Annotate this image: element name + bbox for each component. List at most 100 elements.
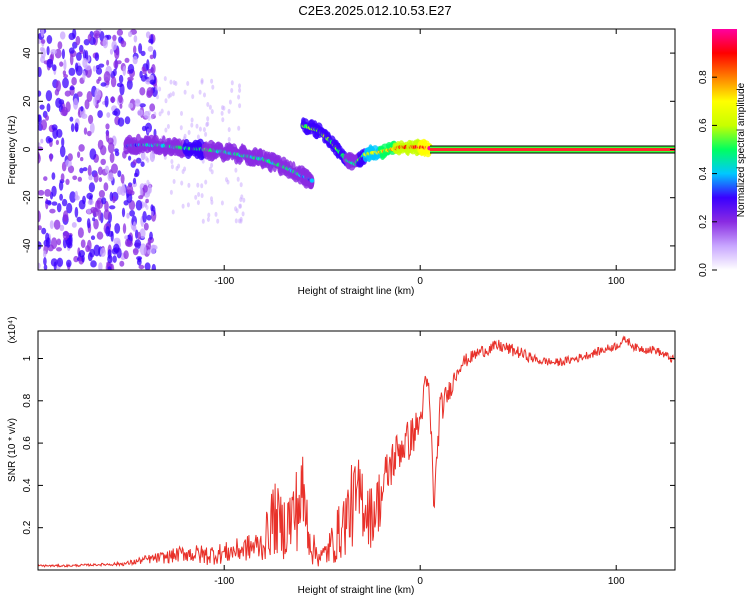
noise-blob xyxy=(151,64,156,74)
noise-blob xyxy=(92,217,96,222)
noise-blob xyxy=(142,68,147,75)
snr-ticks: -100 0 100 0.2 0.4 0.6 0.8 1 xyxy=(22,331,675,587)
noise-blob xyxy=(128,102,134,109)
noise-blob xyxy=(126,192,133,203)
noise-blob xyxy=(118,74,124,84)
noise-blob xyxy=(242,197,246,203)
noise-blob xyxy=(62,70,67,76)
noise-blob xyxy=(82,70,86,81)
noise-blob xyxy=(59,31,66,40)
noise-blob xyxy=(71,222,77,228)
noise-blob xyxy=(206,121,210,127)
noise-blob xyxy=(98,262,103,270)
colorbar-tick-label: 0.6 xyxy=(698,118,709,132)
noise-blob xyxy=(51,201,58,206)
noise-blob xyxy=(222,105,226,111)
noise-blob xyxy=(181,169,185,175)
noise-blob xyxy=(133,45,137,54)
noise-blob xyxy=(121,181,125,193)
noise-blob xyxy=(78,199,86,210)
noise-blob xyxy=(227,127,231,133)
noise-blob xyxy=(74,62,79,72)
noise-blob xyxy=(43,264,48,270)
noise-blob xyxy=(235,208,239,214)
noise-blob xyxy=(124,235,129,240)
noise-blob xyxy=(142,211,147,223)
x-tick-label: 0 xyxy=(417,276,423,287)
noise-blob xyxy=(62,230,70,241)
noise-blob xyxy=(121,207,126,218)
noise-blob xyxy=(109,191,114,202)
y-tick-label: 0 xyxy=(22,146,33,152)
noise-blob xyxy=(73,98,79,110)
noise-blob xyxy=(140,161,145,167)
noise-blob xyxy=(46,103,51,113)
noise-blob xyxy=(106,112,111,118)
colorbar-gradient xyxy=(712,29,737,270)
noise-blob xyxy=(98,76,102,82)
noise-blob xyxy=(171,209,175,215)
noise-blob xyxy=(94,88,101,101)
noise-blob xyxy=(206,217,210,222)
noise-blob xyxy=(237,125,241,131)
noise-blob xyxy=(124,57,130,63)
noise-blob xyxy=(228,99,232,105)
noise-blob xyxy=(149,103,156,112)
chart-title: C2E3.2025.012.10.53.E27 xyxy=(298,3,452,18)
noise-blob xyxy=(46,58,54,68)
noise-blob xyxy=(79,167,84,174)
noise-blob xyxy=(140,151,146,161)
noise-blob xyxy=(170,159,174,165)
y-tick-label: 20 xyxy=(22,95,33,107)
noise-blob xyxy=(99,31,105,42)
noise-blob xyxy=(38,66,42,78)
noise-blob xyxy=(75,35,81,46)
noise-blob xyxy=(77,151,81,158)
noise-blob xyxy=(38,262,41,269)
noise-blob xyxy=(72,175,78,181)
noise-blob xyxy=(127,76,134,82)
snr-y-multiplier: (x10⁴) xyxy=(7,316,18,343)
noise-blob xyxy=(137,257,142,263)
noise-blob xyxy=(100,145,107,156)
noise-blob xyxy=(86,208,92,214)
x-tick-label: 100 xyxy=(608,276,625,287)
noise-blob xyxy=(46,46,50,56)
noise-blob xyxy=(60,109,68,116)
spectrogram-ticks: -100 0 100 -40 -20 0 20 40 xyxy=(22,29,675,287)
noise-blob xyxy=(62,210,69,222)
noise-blob xyxy=(40,29,45,38)
noise-blob xyxy=(77,227,84,238)
noise-blob xyxy=(146,128,150,134)
noise-blob xyxy=(200,78,204,84)
noise-blob xyxy=(39,104,45,110)
noise-blob xyxy=(107,266,112,270)
noise-blob xyxy=(80,106,84,112)
noise-blob xyxy=(210,199,214,205)
noise-blob xyxy=(45,237,51,248)
noise-blob xyxy=(127,63,135,74)
noise-blob xyxy=(50,49,57,55)
noise-blob xyxy=(83,39,90,46)
noise-blob xyxy=(123,250,129,260)
noise-blob xyxy=(139,87,146,96)
noise-blob xyxy=(198,89,202,95)
noise-blob xyxy=(55,139,60,145)
noise-blob xyxy=(93,30,100,37)
noise-blob xyxy=(38,225,42,231)
noise-blob xyxy=(56,203,62,213)
noise-blob xyxy=(49,153,53,162)
noise-blob xyxy=(87,239,92,251)
noise-blob xyxy=(61,137,65,147)
noise-blob xyxy=(124,238,131,247)
colorbar-tick-label: 0.8 xyxy=(698,70,709,84)
noise-blob xyxy=(109,48,114,55)
snr-panel: -100 0 100 0.2 0.4 0.6 0.8 1 Height of straight… xyxy=(7,316,676,596)
noise-blob xyxy=(48,137,53,143)
noise-blob xyxy=(103,209,111,220)
noise-blob xyxy=(124,116,131,125)
noise-blob xyxy=(59,224,65,232)
colorbar-tick-label: 0.4 xyxy=(698,166,709,180)
noise-blob xyxy=(104,165,110,174)
noise-blob xyxy=(87,199,94,206)
